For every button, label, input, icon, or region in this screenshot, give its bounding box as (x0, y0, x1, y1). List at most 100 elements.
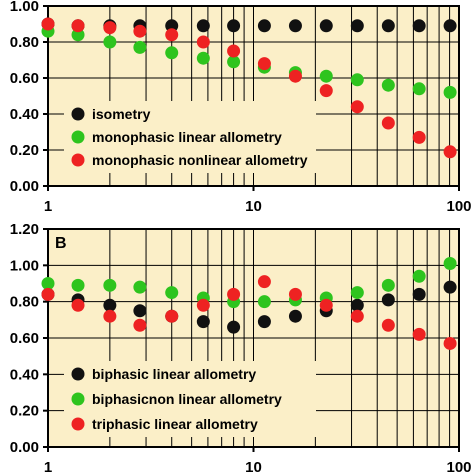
legend-marker (71, 392, 85, 406)
data-point-2 (103, 35, 117, 49)
legend-marker (71, 367, 85, 381)
legend-label: biphasicnon linear allometry (92, 391, 282, 407)
chart-panel-2: 0.00 0.20 0.40 0.60 0.80 1.00 1.20 1 10 100 Bbipha… (10, 221, 472, 474)
data-point-2 (41, 277, 55, 290)
data-point-2 (71, 278, 85, 292)
data-point-3 (350, 309, 364, 323)
data-point-3 (443, 145, 457, 159)
data-point-1 (443, 19, 457, 33)
data-point-2 (165, 286, 179, 300)
data-point-1 (443, 280, 457, 294)
y-tick-label: 0.40 (10, 366, 39, 383)
legend-marker (71, 417, 85, 431)
data-point-2 (257, 295, 271, 309)
data-point-3 (443, 336, 457, 350)
y-tick-label: 0.00 (10, 178, 39, 195)
data-point-3 (257, 275, 271, 289)
data-point-3 (319, 298, 333, 312)
data-point-1 (165, 19, 179, 33)
data-point-1 (227, 19, 241, 33)
y-tick-label: 0.00 (10, 439, 39, 456)
data-point-2 (133, 40, 147, 54)
legend-label: isometry (92, 106, 151, 122)
data-point-3 (71, 298, 85, 312)
data-point-3 (165, 28, 179, 42)
data-point-1 (350, 298, 364, 312)
data-point-1 (319, 19, 333, 33)
data-point-3 (41, 287, 55, 301)
data-point-2 (350, 286, 364, 300)
data-point-1 (381, 293, 395, 307)
data-point-3 (227, 287, 241, 301)
data-point-3 (165, 309, 179, 323)
data-point-1 (381, 19, 395, 33)
data-point-1 (257, 19, 271, 33)
data-point-2 (412, 269, 426, 283)
data-point-1 (103, 298, 117, 312)
data-point-1 (196, 315, 210, 329)
data-point-3 (196, 35, 210, 49)
data-point-2 (443, 85, 457, 99)
y-tick-label: 0.20 (10, 403, 39, 420)
data-point-1 (412, 19, 426, 33)
chart-panel-1: 0.00 0.20 0.40 0.60 0.80 1.00 1 10 100 isometry mo… (10, 0, 472, 215)
data-point-3 (381, 318, 395, 332)
data-point-3 (103, 309, 117, 323)
legend-box (64, 101, 316, 173)
data-point-2 (165, 46, 179, 60)
y-tick-label: 0.40 (10, 106, 39, 123)
y-tick-label: 0.60 (10, 330, 39, 347)
data-point-2 (319, 69, 333, 83)
data-point-2 (196, 51, 210, 65)
data-point-2 (381, 278, 395, 292)
legend-label: triphasic linear allometry (92, 416, 258, 432)
data-point-3 (412, 327, 426, 341)
data-point-2 (443, 257, 457, 271)
legend-label: biphasic linear allometry (92, 366, 256, 382)
data-point-3 (133, 318, 147, 332)
legend-marker (71, 107, 85, 121)
x-tick-label: 1 (44, 198, 52, 215)
x-tick-label: 100 (446, 459, 471, 474)
legend-marker (71, 130, 85, 144)
data-point-1 (288, 309, 302, 323)
y-tick-label: 1.20 (10, 221, 39, 238)
data-point-3 (350, 100, 364, 114)
data-point-3 (319, 84, 333, 98)
legend-marker (71, 153, 85, 167)
data-point-3 (227, 44, 241, 58)
data-point-3 (257, 57, 271, 71)
data-point-3 (41, 17, 55, 31)
data-point-2 (71, 28, 85, 42)
legend-label: monophasic linear allometry (92, 129, 282, 145)
y-tick-label: 1.00 (10, 0, 39, 15)
x-tick-label: 1 (44, 459, 52, 474)
data-point-3 (288, 69, 302, 83)
data-point-1 (412, 287, 426, 301)
data-point-2 (103, 278, 117, 292)
data-point-1 (196, 19, 210, 33)
x-tick-label: 100 (446, 198, 471, 215)
x-tick-label: 10 (245, 198, 262, 215)
data-point-3 (381, 116, 395, 130)
data-point-3 (71, 19, 85, 33)
data-point-3 (196, 298, 210, 312)
data-point-3 (412, 130, 426, 144)
data-point-3 (288, 287, 302, 301)
y-tick-label: 0.80 (10, 294, 39, 311)
data-point-2 (133, 280, 147, 294)
data-point-3 (133, 24, 147, 38)
y-tick-label: 0.20 (10, 142, 39, 159)
data-point-2 (412, 82, 426, 96)
x-tick-label: 10 (245, 459, 262, 474)
panel-label: B (55, 235, 67, 252)
data-point-1 (227, 320, 241, 334)
data-point-3 (103, 21, 117, 35)
legend-box (64, 361, 316, 437)
legend-label: monophasic nonlinear allometry (92, 152, 308, 168)
data-point-2 (381, 78, 395, 92)
y-tick-label: 1.00 (10, 257, 39, 274)
data-point-1 (350, 19, 364, 33)
y-tick-label: 0.80 (10, 34, 39, 51)
